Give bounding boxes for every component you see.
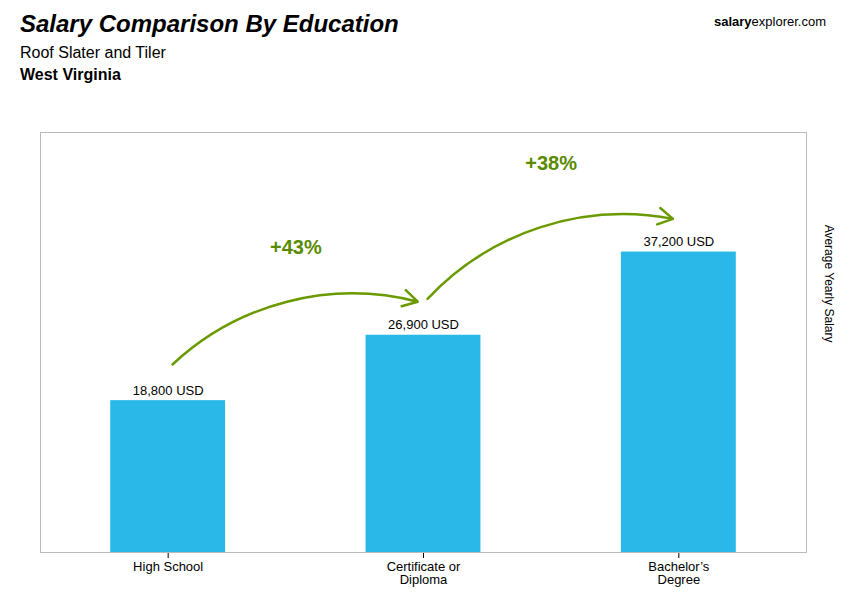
svg-text:Bachelor’sDegree: Bachelor’sDegree xyxy=(648,559,709,587)
svg-text:37,200 USD: 37,200 USD xyxy=(643,234,714,249)
svg-text:High School: High School xyxy=(133,559,203,574)
svg-text:18,800 USD: 18,800 USD xyxy=(133,383,204,398)
svg-text:+38%: +38% xyxy=(525,152,577,174)
html-text:Salary Comparison By Education: Salary Comparison By Education xyxy=(20,10,399,37)
html-text:West Virginia: West Virginia xyxy=(20,66,121,83)
html-text:salary explorer.com: salary explorer.com xyxy=(714,14,826,29)
svg-text:26,900 USD: 26,900 USD xyxy=(388,317,459,332)
svg-text:Certificate orDiploma: Certificate orDiploma xyxy=(387,559,461,587)
html-text:Roof Slater and Tiler: Roof Slater and Tiler xyxy=(20,44,166,61)
svg-text:Average Yearly Salary: Average Yearly Salary xyxy=(822,225,836,343)
svg-text:+43%: +43% xyxy=(270,236,322,258)
